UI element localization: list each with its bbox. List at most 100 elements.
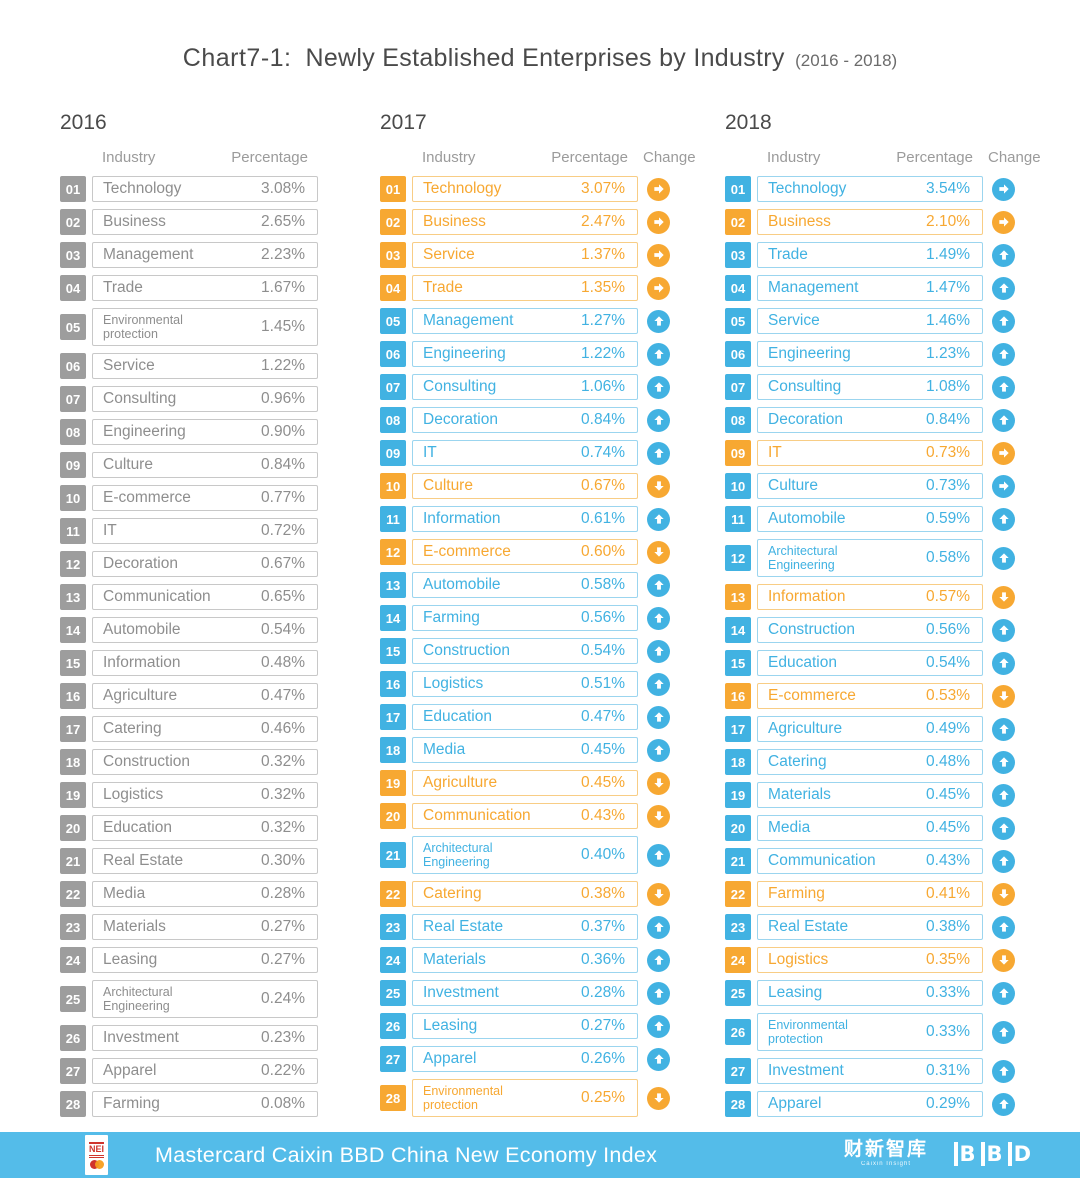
rank-badge: 18 (380, 737, 406, 763)
industry-label: Farming (103, 1095, 160, 1112)
percentage-value: 0.58% (581, 576, 625, 593)
industry-label: Materials (103, 918, 166, 935)
percentage-value: 0.47% (581, 708, 625, 725)
industry-label: Education (768, 654, 837, 671)
industry-row-box: IT 0.74% (412, 440, 638, 466)
column-2016: 2016 Industry Percentage 01 Technology 3.0… (60, 110, 360, 1124)
rank-badge: 11 (60, 518, 86, 544)
industry-label: Agriculture (768, 720, 843, 737)
industry-row-box: Real Estate 0.37% (412, 914, 638, 940)
industry-row-box: Engineering 0.90% (92, 419, 318, 445)
rank-badge: 01 (380, 176, 406, 202)
rank-badge: 12 (380, 539, 406, 565)
industry-row-box: Automobile 0.54% (92, 617, 318, 643)
table-row: 26 Investment 0.23% (60, 1025, 360, 1051)
rank-badge: 06 (380, 341, 406, 367)
table-row: 02 Business 2.65% (60, 209, 360, 235)
table-row: 07 Consulting 1.06% (380, 374, 690, 400)
table-row: 14 Farming 0.56% (380, 605, 690, 631)
percentage-value: 0.45% (926, 819, 970, 836)
change-up-icon (647, 606, 670, 630)
industry-row-box: Service 1.22% (92, 353, 318, 379)
percentage-value: 2.65% (261, 213, 305, 230)
rank-badge: 24 (60, 947, 86, 973)
table-row: 25 Investment 0.28% (380, 980, 690, 1006)
rank-badge: 06 (725, 341, 751, 367)
change-up-icon (647, 342, 670, 366)
table-row: 04 Management 1.47% (725, 275, 1035, 301)
change-down-icon (992, 684, 1015, 708)
industry-label: Education (423, 708, 492, 725)
industry-label: Service (768, 312, 820, 329)
rank-badge: 17 (380, 704, 406, 730)
table-row: 11 Information 0.61% (380, 506, 690, 532)
industry-row-box: Management 2.23% (92, 242, 318, 268)
rank-badge: 19 (380, 770, 406, 796)
industry-row-box: Communication 0.43% (412, 803, 638, 829)
rank-badge: 09 (725, 440, 751, 466)
rank-badge: 14 (60, 617, 86, 643)
industry-label: Communication (103, 588, 211, 605)
industry-row-box: Education 0.54% (757, 650, 983, 676)
change-up-icon (647, 672, 670, 696)
industry-row-box: Materials 0.27% (92, 914, 318, 940)
percentage-value: 0.45% (581, 774, 625, 791)
rank-badge: 08 (725, 407, 751, 433)
industry-row-box: Consulting 0.96% (92, 386, 318, 412)
percentage-value: 0.74% (581, 444, 625, 461)
table-row: 15 Education 0.54% (725, 650, 1035, 676)
industry-row-box: Consulting 1.06% (412, 374, 638, 400)
table-row: 24 Logistics 0.35% (725, 947, 1035, 973)
rank-badge: 07 (380, 374, 406, 400)
industry-label: Construction (423, 642, 511, 659)
footer-title: Mastercard Caixin BBD China New Economy … (155, 1142, 658, 1167)
table-row: 21 Communication 0.43% (725, 848, 1035, 874)
industry-row-box: Decoration 0.67% (92, 551, 318, 577)
industry-row-box: Information 0.57% (757, 584, 983, 610)
percentage-value: 0.60% (581, 543, 625, 560)
rank-badge: 26 (380, 1013, 406, 1039)
industry-row-box: Trade 1.49% (757, 242, 983, 268)
table-row: 08 Decoration 0.84% (725, 407, 1035, 433)
industry-label: Agriculture (423, 774, 498, 791)
rank-badge: 28 (725, 1091, 751, 1117)
rank-badge: 03 (60, 242, 86, 268)
industry-row-box: Construction 0.54% (412, 638, 638, 664)
percentage-value: 0.53% (926, 687, 970, 704)
industry-label: IT (423, 444, 437, 461)
table-row: 09 Culture 0.84% (60, 452, 360, 478)
percentage-value: 1.35% (581, 279, 625, 296)
percentage-value: 1.37% (581, 246, 625, 263)
percentage-value: 0.27% (261, 951, 305, 968)
table-row: 27 Apparel 0.22% (60, 1058, 360, 1084)
industry-row-box: Investment 0.23% (92, 1025, 318, 1051)
change-up-icon (992, 309, 1015, 333)
caixin-logo-subtext: Caixin Insight (860, 1161, 911, 1167)
industry-row-box: Engineering 1.23% (757, 341, 983, 367)
industry-label: E-commerce (768, 687, 856, 704)
table-row: 07 Consulting 0.96% (60, 386, 360, 412)
column-2017: 2017 Industry Percentage Change 01 Techno… (380, 110, 696, 1124)
change-up-icon (647, 1014, 670, 1038)
change-up-icon (647, 309, 670, 333)
bbd-logo-letter: D (1007, 1142, 1031, 1166)
industry-label: Automobile (768, 510, 846, 527)
industry-label: Catering (103, 720, 162, 737)
industry-row-box: Media 0.28% (92, 881, 318, 907)
percentage-value: 0.73% (926, 477, 970, 494)
industry-label: Apparel (103, 1062, 157, 1079)
table-row: 26 Environmental protection 0.33% (725, 1013, 1035, 1051)
industry-label: Engineering (768, 345, 851, 362)
percentage-value: 0.24% (261, 990, 305, 1007)
caixin-logo-text: 财新智库 (843, 1139, 928, 1160)
industry-label: Logistics (423, 675, 484, 692)
table-row: 01 Technology 3.54% (725, 176, 1035, 202)
percentage-value: 0.72% (261, 522, 305, 539)
table-row: 03 Trade 1.49% (725, 242, 1035, 268)
table-row: 18 Media 0.45% (380, 737, 690, 763)
change-up-icon (992, 1092, 1015, 1116)
change-down-icon (992, 585, 1015, 609)
percentage-value: 0.33% (926, 1023, 970, 1040)
percentage-value: 0.25% (581, 1089, 625, 1106)
